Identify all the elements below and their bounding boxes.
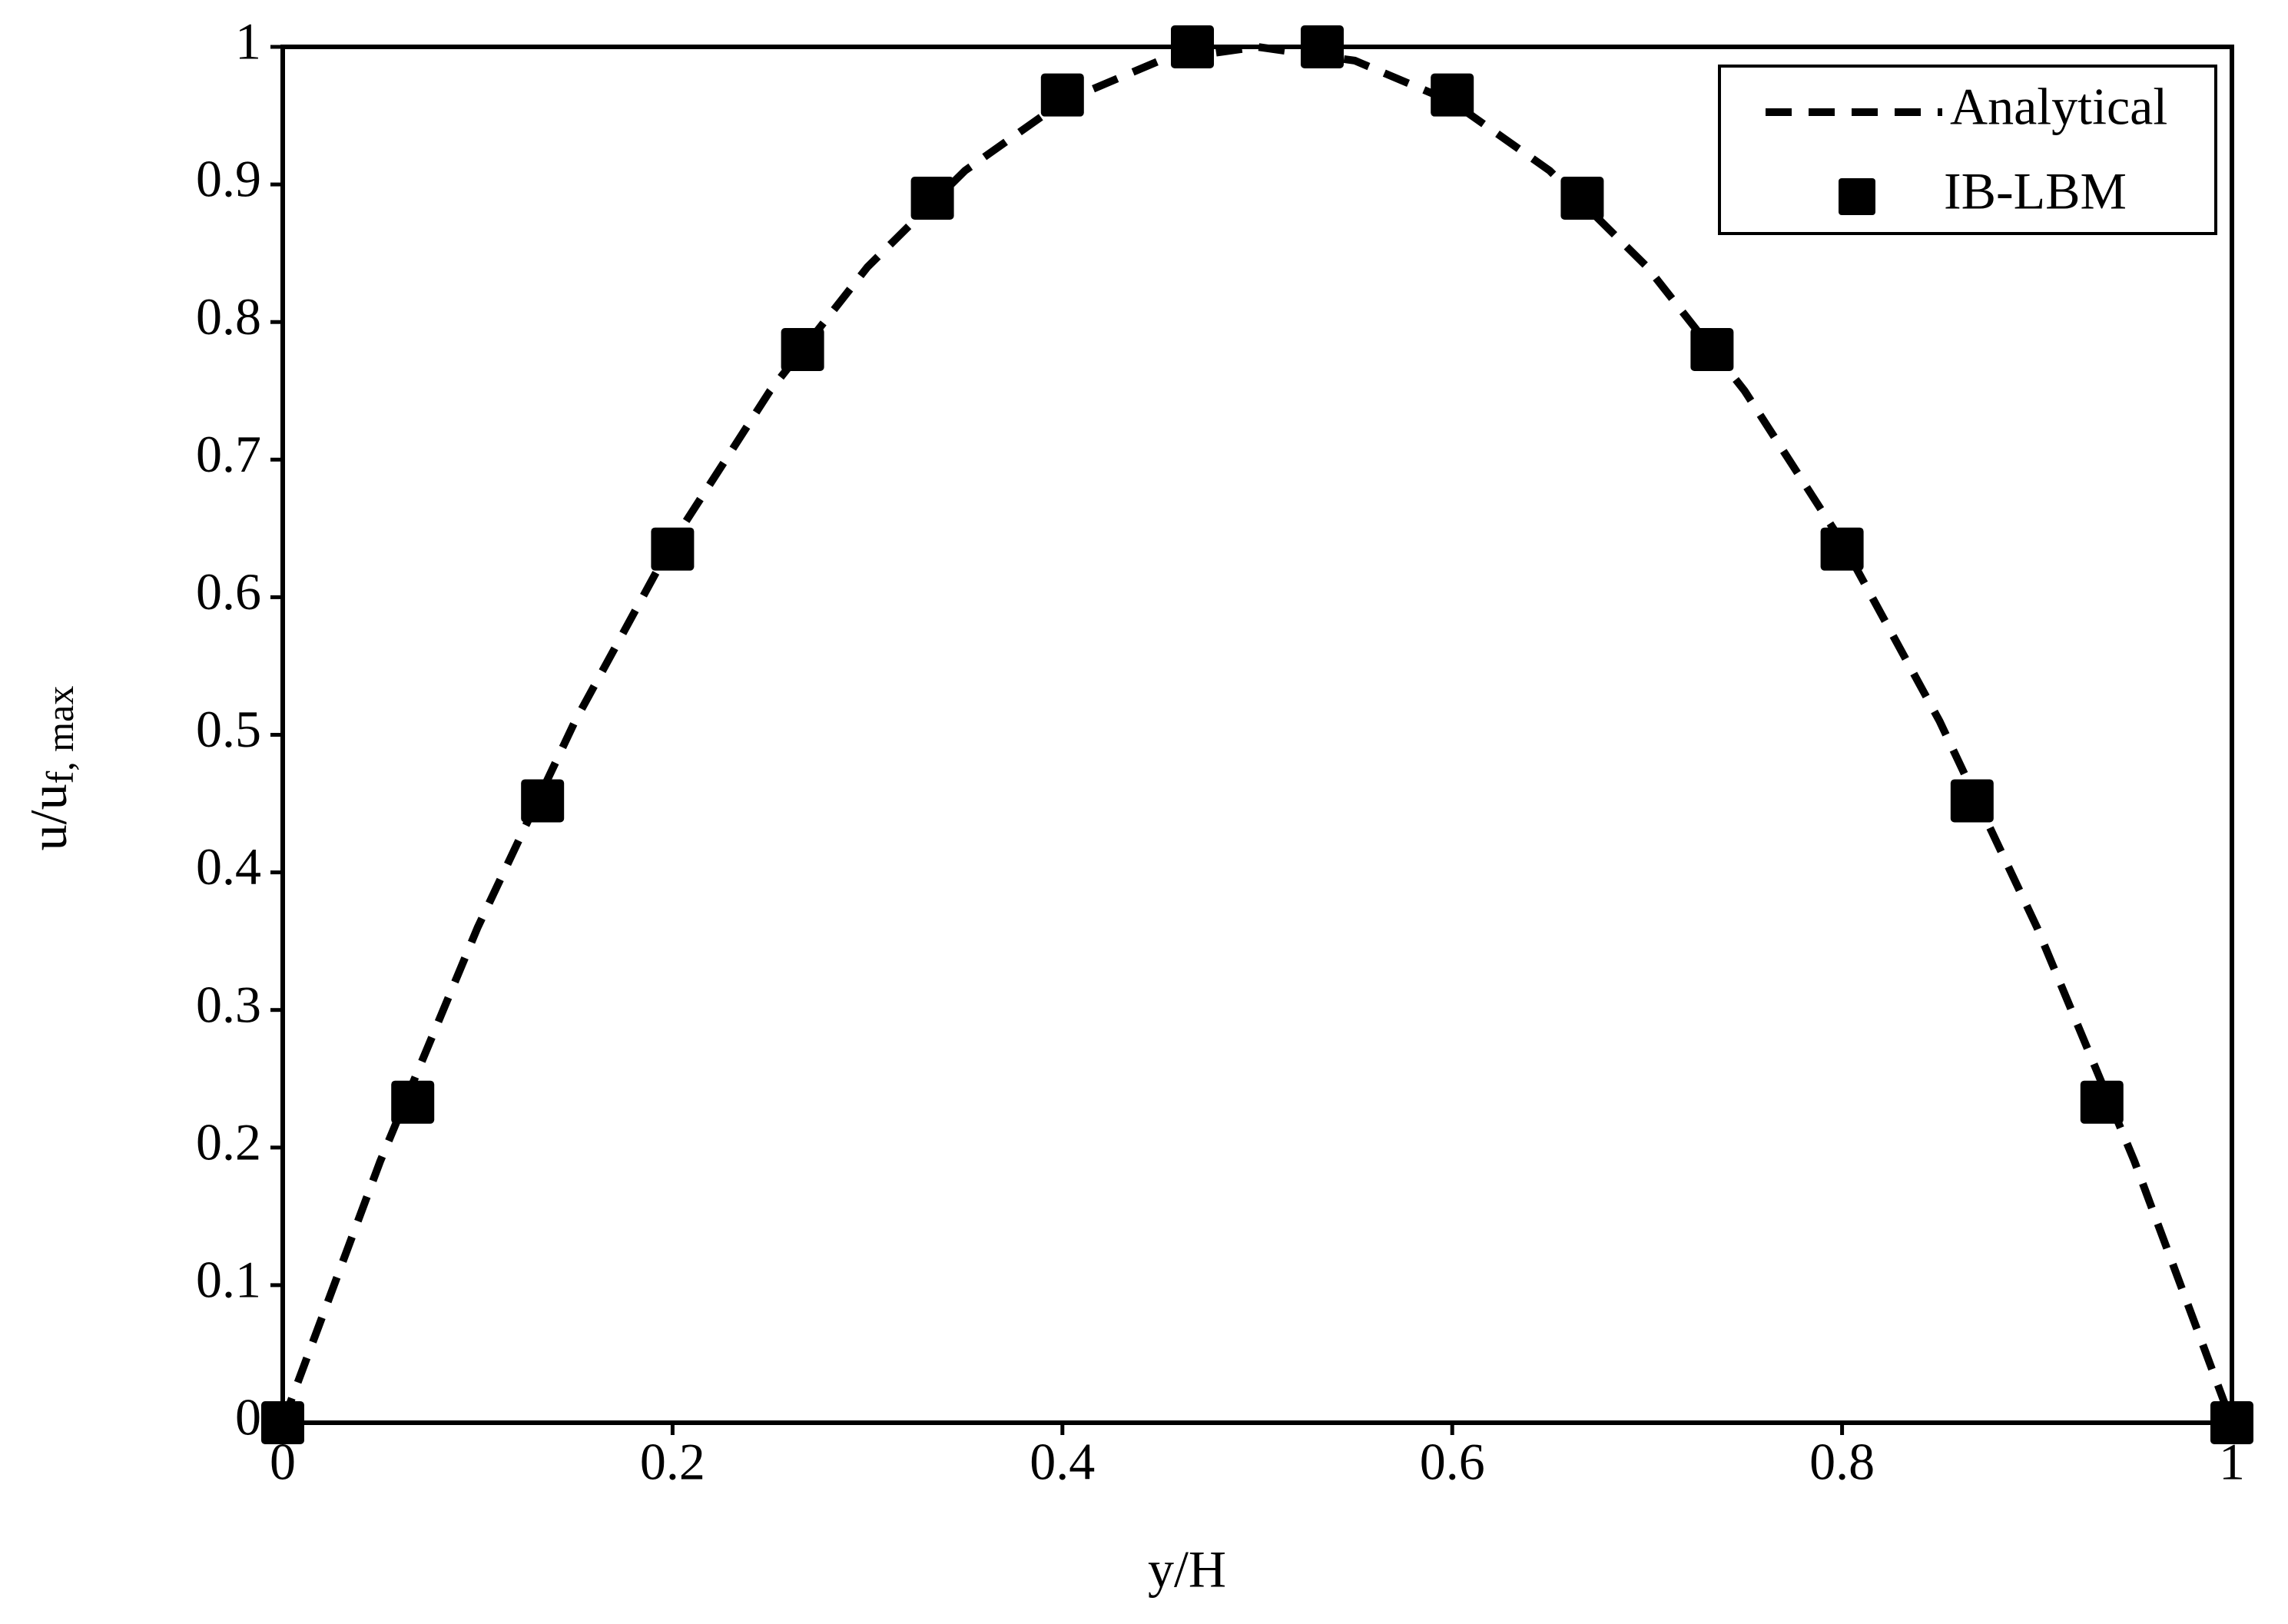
data-point <box>910 177 954 220</box>
data-point <box>1950 779 1994 823</box>
data-point <box>1300 25 1344 68</box>
y-tick-label: 0.8 <box>196 287 261 346</box>
legend-label: IB-LBM <box>1944 162 2127 220</box>
y-tick-label: 0.9 <box>196 150 261 208</box>
y-axis-label: u/uf, max <box>19 686 82 851</box>
data-point <box>1431 73 1474 117</box>
y-tick-label: 0.5 <box>196 700 261 758</box>
data-point <box>2080 1080 2124 1124</box>
data-line <box>279 42 2236 1424</box>
legend-label: Analytical <box>1950 78 2167 136</box>
y-tick-label: 0 <box>235 1388 261 1447</box>
y-tick-label: 0.1 <box>196 1251 261 1309</box>
data-point <box>261 1401 304 1444</box>
x-tick-label: 0.4 <box>1030 1433 1095 1491</box>
y-tick-label: 0.2 <box>196 1112 261 1171</box>
y-tick-label: 0.6 <box>196 562 261 621</box>
legend-swatch <box>1839 178 1875 215</box>
legend: Analytical IB-LBM <box>1718 65 2217 235</box>
legend-box <box>1718 65 2217 235</box>
data-point <box>1171 25 1215 68</box>
data-point <box>781 328 824 372</box>
y-tick-label: 0.7 <box>196 425 261 483</box>
data-point <box>651 527 695 571</box>
y-tick-label: 0.3 <box>196 975 261 1033</box>
data-point <box>1560 177 1604 220</box>
y-tick-label: 0.4 <box>196 837 261 896</box>
data-point <box>1820 527 1864 571</box>
y-axis-label-sub: f, max <box>38 686 81 784</box>
y-axis-label-main: u/u <box>19 784 78 850</box>
x-tick-label: 0.8 <box>1809 1433 1875 1491</box>
x-tick-label: 0.2 <box>640 1433 705 1491</box>
data-point <box>2210 1401 2253 1444</box>
x-tick-label: 0.6 <box>1420 1433 1485 1491</box>
data-point <box>1040 73 1084 117</box>
data-point <box>521 779 565 823</box>
plot-frame <box>280 45 2234 1425</box>
data-point <box>1690 328 1734 372</box>
x-axis-label: y/H <box>1148 1540 1226 1599</box>
y-tick-label: 1 <box>235 12 261 71</box>
data-point <box>391 1080 435 1124</box>
